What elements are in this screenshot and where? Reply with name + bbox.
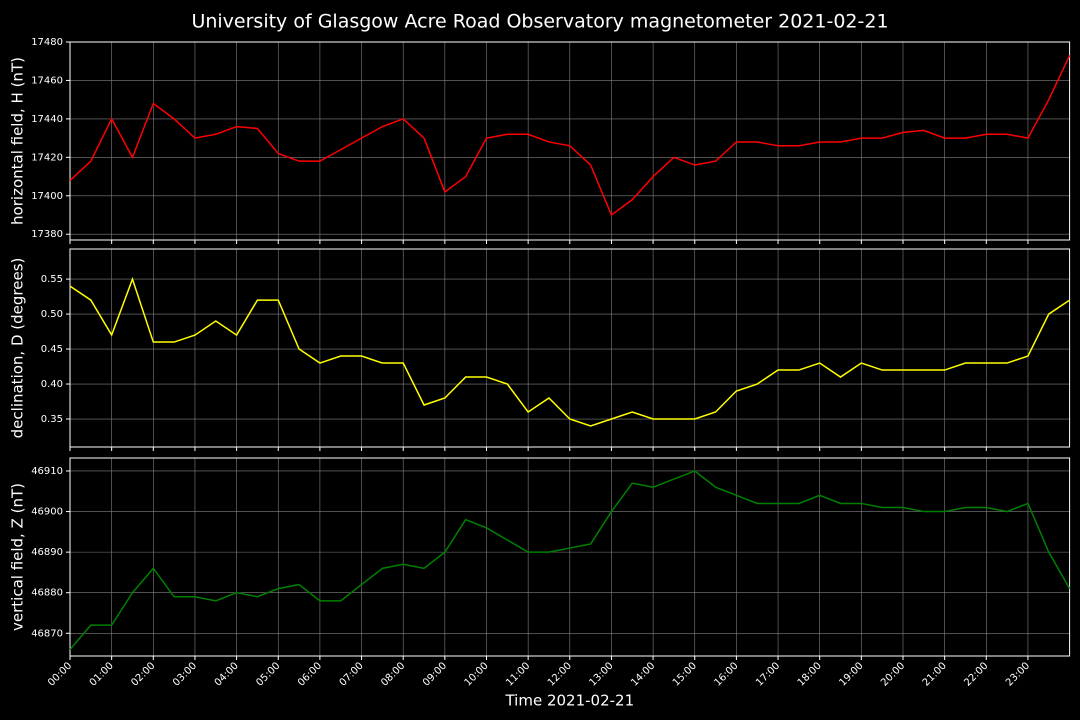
y-tick-label: 0.50: [41, 309, 63, 320]
y-tick-label: 46890: [31, 547, 63, 558]
y-axis-label: horizontal field, H (nT): [9, 57, 27, 225]
y-tick-label: 17440: [31, 114, 63, 125]
y-tick-label: 46910: [31, 466, 63, 477]
plot-frame: [69, 248, 1071, 448]
y-tick-label: 46900: [31, 507, 63, 518]
y-tick-label: 46880: [31, 588, 63, 599]
y-tick-label: 17460: [31, 75, 63, 86]
plot-frame: [69, 457, 1071, 657]
y-tick-label: 17480: [31, 37, 63, 48]
y-tick-label: 17400: [31, 191, 63, 202]
y-tick-label: 17380: [31, 229, 63, 240]
y-tick-label: 0.35: [41, 414, 63, 425]
y-tick-label: 46870: [31, 628, 63, 639]
y-tick-label: 0.45: [41, 344, 63, 355]
y-tick-label: 0.40: [41, 379, 63, 390]
data-line: [69, 470, 1071, 650]
y-tick-label: 17420: [31, 152, 63, 163]
figure-title: University of Glasgow Acre Road Observat…: [191, 11, 888, 33]
data-line: [69, 55, 1071, 217]
x-axis-label: Time 2021-02-21: [504, 692, 634, 710]
y-axis-label: vertical field, Z (nT): [9, 483, 27, 631]
data-line: [69, 276, 1071, 427]
y-axis-label: declination, D (degrees): [9, 258, 27, 439]
plot-frame: [69, 41, 1071, 241]
y-tick-label: 0.55: [41, 274, 63, 285]
